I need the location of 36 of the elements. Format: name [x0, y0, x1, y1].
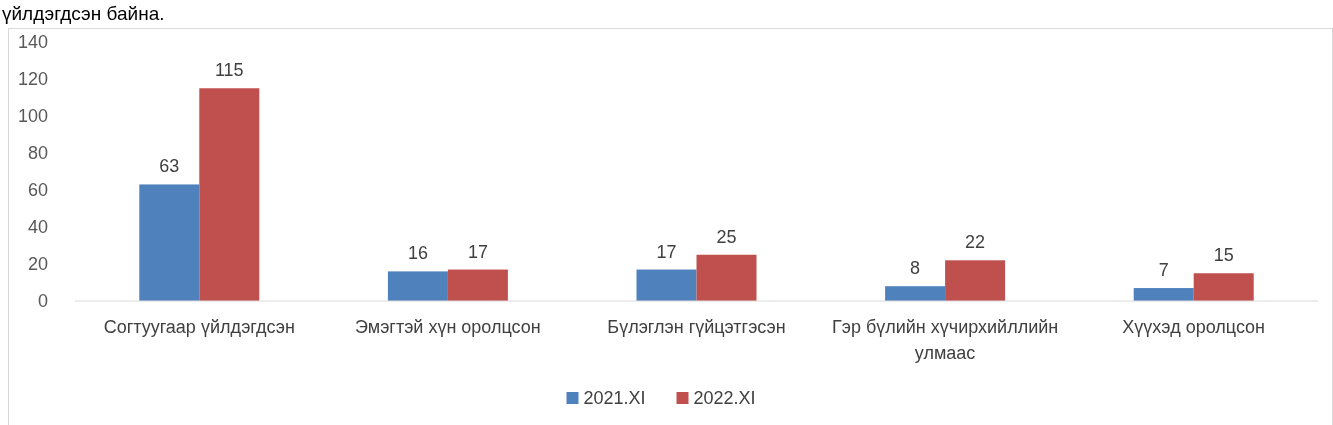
legend-label: 2022.XI — [693, 388, 756, 409]
data-label: 22 — [965, 232, 986, 253]
bar — [945, 260, 1006, 301]
data-label: 17 — [656, 241, 677, 262]
data-label: 25 — [716, 226, 737, 247]
data-label: 17 — [467, 241, 488, 262]
y-tick-label: 60 — [27, 180, 48, 201]
data-label: 16 — [407, 243, 428, 264]
x-tick-label: Бүлэглэн гүйцэтгэсэн — [607, 317, 786, 337]
y-tick-label: 100 — [17, 106, 48, 127]
data-label: 8 — [910, 258, 921, 279]
x-tick-label: Гэр бүлийн хүчирхийллийн улмаас — [831, 317, 1059, 363]
legend-label: 2021.XI — [583, 388, 646, 409]
y-tick-label: 0 — [37, 291, 48, 312]
bar — [696, 254, 757, 301]
bar — [447, 269, 508, 301]
y-tick-label: 20 — [27, 254, 48, 275]
y-tick-label: 140 — [17, 32, 48, 53]
x-tick-label: Эмэгтэй хүн оролцсон — [355, 317, 541, 337]
bar — [1133, 288, 1194, 301]
data-label: 63 — [159, 156, 180, 177]
data-label: 115 — [214, 60, 244, 81]
data-label: 7 — [1158, 260, 1169, 281]
bar — [199, 88, 260, 301]
bar — [636, 269, 697, 301]
bar — [139, 184, 200, 301]
y-tick-label: 120 — [17, 69, 48, 90]
data-label: 15 — [1213, 245, 1234, 266]
bar — [387, 271, 448, 301]
y-tick-label: 80 — [27, 143, 48, 164]
bar — [885, 286, 946, 301]
x-tick-label: Согтуугаар үйлдэгдсэн — [103, 317, 295, 337]
text: үйлдэгдсэн байна. — [2, 3, 165, 24]
x-tick-label: Хүүхэд оролцсон — [1122, 317, 1266, 337]
bar — [1193, 273, 1254, 301]
y-tick-label: 40 — [27, 217, 48, 238]
